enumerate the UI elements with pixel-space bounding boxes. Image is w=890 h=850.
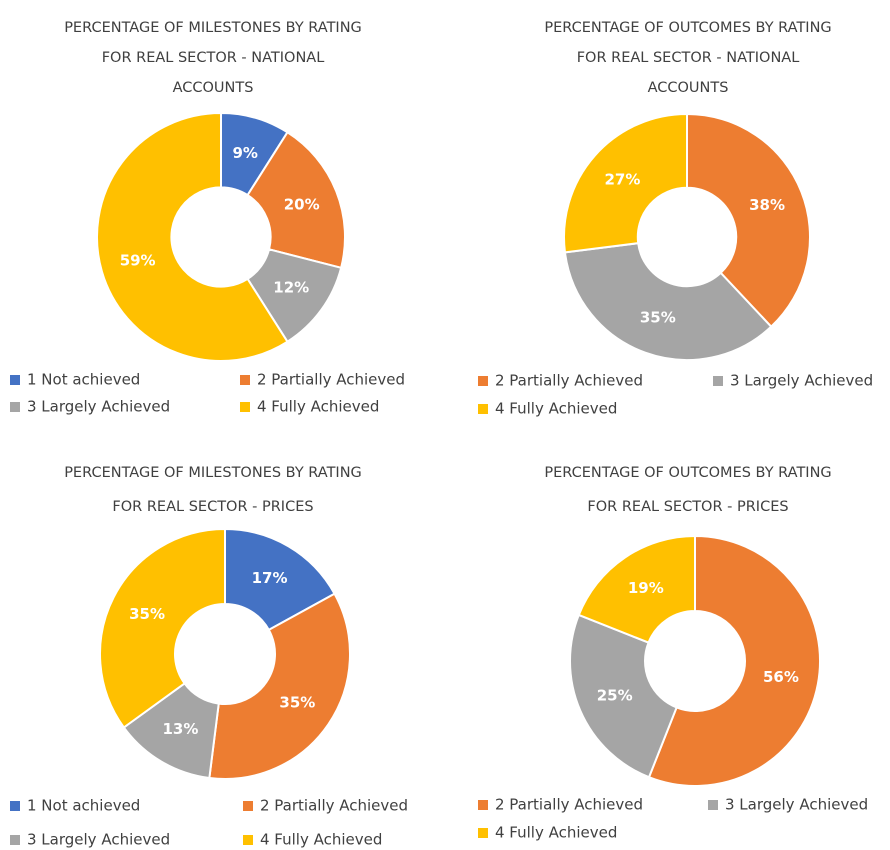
- chart-title: PERCENTAGE OF MILESTONES BY RATING: [64, 465, 362, 481]
- data-label: 27%: [604, 171, 640, 189]
- legend-swatch: [240, 402, 250, 412]
- legend-label: 3 Largely Achieved: [730, 372, 873, 390]
- legend-label: 3 Largely Achieved: [27, 831, 170, 849]
- legend-label: 1 Not achieved: [27, 797, 140, 815]
- legend-swatch: [10, 835, 20, 845]
- chart-title: FOR REAL SECTOR - PRICES: [112, 499, 313, 515]
- legend-label: 4 Fully Achieved: [257, 398, 379, 416]
- legend-label: 2 Partially Achieved: [257, 371, 405, 389]
- data-label: 17%: [252, 569, 288, 587]
- legend-label: 2 Partially Achieved: [495, 372, 643, 390]
- legend-label: 1 Not achieved: [27, 371, 140, 389]
- data-label: 25%: [597, 686, 633, 704]
- legend-swatch: [243, 835, 253, 845]
- doughnut-segment: [686, 112, 811, 329]
- doughnut-segment: [563, 112, 688, 254]
- chart-title: ACCOUNTS: [173, 80, 254, 96]
- doughnut-segment: [96, 111, 289, 362]
- data-label: 9%: [232, 144, 257, 162]
- doughnut-segment: [647, 534, 821, 787]
- doughnut-segment: [99, 527, 226, 729]
- chart-title: FOR REAL SECTOR - NATIONAL: [577, 50, 800, 66]
- legend-label: 3 Largely Achieved: [725, 796, 868, 814]
- data-label: 19%: [628, 579, 664, 597]
- data-label: 20%: [284, 196, 320, 214]
- legend-swatch: [478, 376, 488, 386]
- data-label: 12%: [273, 279, 309, 297]
- legend-label: 3 Largely Achieved: [27, 398, 170, 416]
- legend-label: 2 Partially Achieved: [495, 796, 643, 814]
- legend-label: 4 Fully Achieved: [495, 824, 617, 842]
- legend-swatch: [713, 376, 723, 386]
- data-label: 13%: [163, 720, 199, 738]
- data-label: 35%: [279, 694, 315, 712]
- data-label: 38%: [749, 196, 785, 214]
- data-label: 35%: [129, 605, 165, 623]
- data-label: 56%: [763, 668, 799, 686]
- legend-label: 4 Fully Achieved: [260, 831, 382, 849]
- legend-swatch: [478, 828, 488, 838]
- chart-title: FOR REAL SECTOR - NATIONAL: [102, 50, 325, 66]
- data-label: 35%: [640, 309, 676, 327]
- legend-swatch: [240, 375, 250, 385]
- doughnut-segment: [569, 613, 678, 779]
- chart-title: PERCENTAGE OF OUTCOMES BY RATING: [544, 465, 831, 481]
- legend-swatch: [478, 800, 488, 810]
- doughnut-segment: [563, 242, 773, 361]
- doughnut-segment: [577, 534, 696, 644]
- chart-title: PERCENTAGE OF OUTCOMES BY RATING: [544, 20, 831, 36]
- legend-swatch: [10, 402, 20, 412]
- data-label: 59%: [120, 252, 156, 270]
- doughnut-segment: [246, 130, 346, 270]
- legend-swatch: [478, 404, 488, 414]
- legend-swatch: [243, 801, 253, 811]
- legend-swatch: [10, 801, 20, 811]
- legend-label: 2 Partially Achieved: [260, 797, 408, 815]
- chart-title: PERCENTAGE OF MILESTONES BY RATING: [64, 20, 362, 36]
- doughnut-segment: [208, 592, 351, 780]
- doughnut-segment: [224, 527, 336, 632]
- chart-title: FOR REAL SECTOR - PRICES: [587, 499, 788, 515]
- legend-label: 4 Fully Achieved: [495, 400, 617, 418]
- legend-swatch: [708, 800, 718, 810]
- chart-title: ACCOUNTS: [648, 80, 729, 96]
- legend-swatch: [10, 375, 20, 385]
